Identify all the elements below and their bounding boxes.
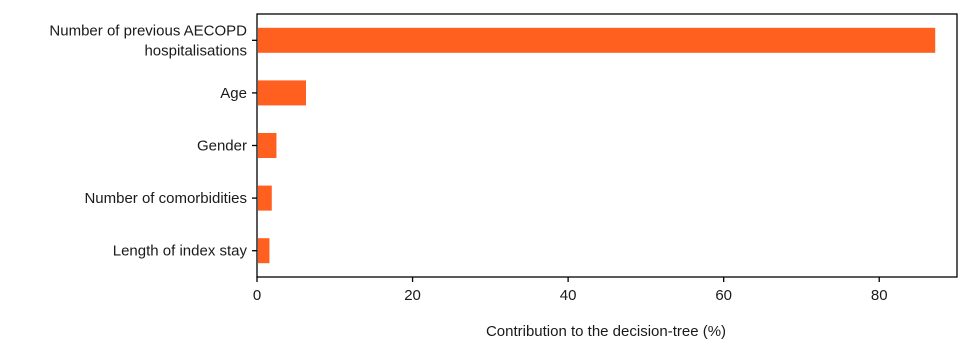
x-tick-label: 20 <box>404 287 421 304</box>
plot-area-border <box>256 13 958 278</box>
x-tick-label: 60 <box>715 287 732 304</box>
category-labels: Number of previous AECOPD hospitalisation… <box>49 22 247 259</box>
category-label-line: hospitalisations <box>144 42 247 59</box>
category-label-line: Number of previous AECOPD <box>49 22 247 39</box>
category-label: Number of comorbidities <box>84 190 247 207</box>
bar <box>258 238 270 264</box>
bar <box>258 185 272 211</box>
category-label-line: Length of index stay <box>113 243 248 260</box>
category-label-line: Gender <box>197 138 247 155</box>
x-ticks: 0 20 40 60 80 <box>253 277 888 304</box>
x-axis-title: Contribution to the decision-tree (%) <box>486 323 726 340</box>
bar <box>258 80 306 106</box>
category-label: Number of previous AECOPD hospitalisation… <box>49 22 247 59</box>
bar <box>258 133 277 158</box>
category-label-line: Number of comorbidities <box>84 190 247 207</box>
x-tick-label: 80 <box>871 287 888 304</box>
bar <box>258 27 936 53</box>
x-tick-label: 0 <box>253 287 261 304</box>
category-label: Age <box>220 85 247 102</box>
x-tick-label: 40 <box>560 287 577 304</box>
bars-group <box>258 27 936 264</box>
category-label: Length of index stay <box>113 243 248 260</box>
category-label: Gender <box>197 138 247 155</box>
plot-frame <box>256 13 958 278</box>
y-tick-marks <box>252 39 257 252</box>
category-label-line: Age <box>220 85 247 102</box>
